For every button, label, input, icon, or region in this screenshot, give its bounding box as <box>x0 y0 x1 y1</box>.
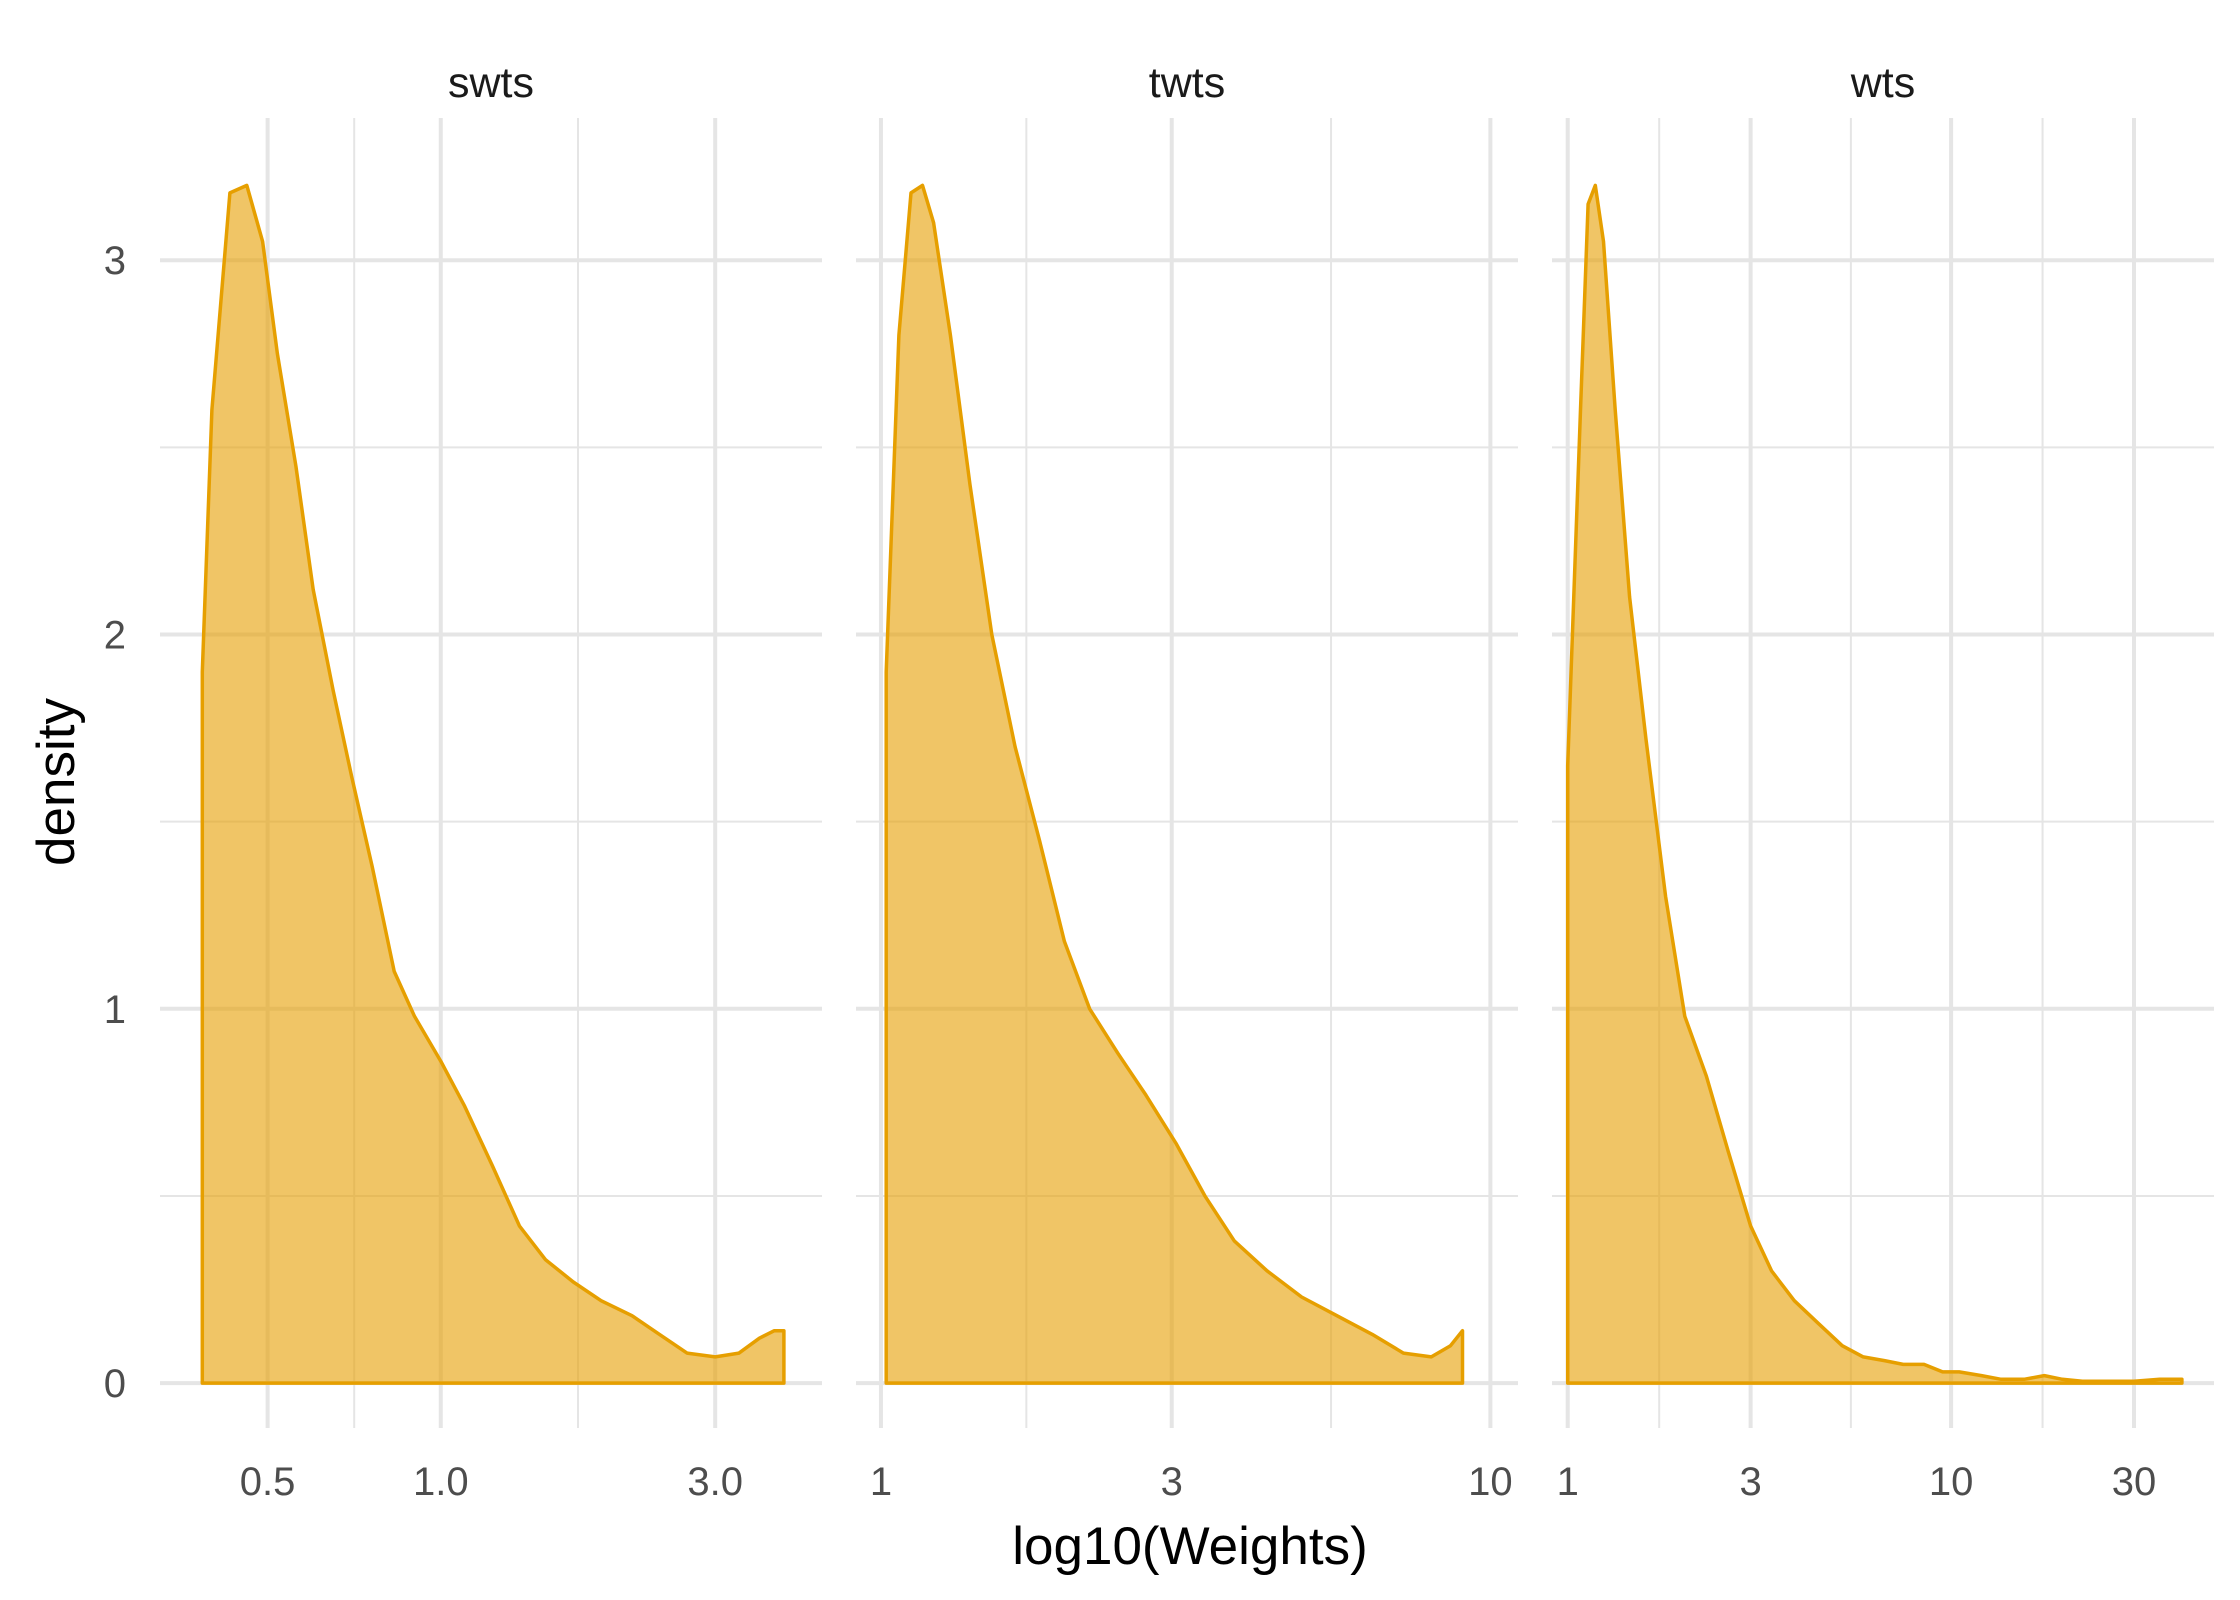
y-axis: 0 1 2 3 <box>104 239 126 1406</box>
x-tick-label: 1 <box>870 1460 892 1504</box>
x-tick-label: 1.0 <box>413 1460 469 1504</box>
y-axis-title: density <box>27 698 86 866</box>
y-tick-label: 2 <box>104 614 126 658</box>
density-area-swts <box>200 183 786 1385</box>
x-tick-label: 30 <box>2112 1460 2157 1504</box>
x-axis-title: log10(Weights) <box>1012 1517 1367 1576</box>
x-tick-label: 1 <box>1557 1460 1579 1504</box>
facet-panels: 0.5 1.0 3.0 swts 1 3 10 twts 1 3 10 30 wts <box>160 59 2214 1504</box>
x-tick-label: 3 <box>1161 1460 1183 1504</box>
x-tick-label: 3 <box>1740 1460 1762 1504</box>
x-tick-label: 0.5 <box>240 1460 296 1504</box>
facet-panel-wts: 1 3 10 30 wts <box>1552 59 2214 1504</box>
facet-panel-twts: 1 3 10 twts <box>856 59 1518 1504</box>
y-tick-label: 3 <box>104 239 126 283</box>
facet-strip-label: swts <box>448 59 534 107</box>
x-tick-label: 10 <box>1929 1460 1974 1504</box>
y-tick-label: 1 <box>104 988 126 1032</box>
facet-strip-label: wts <box>1850 59 1916 107</box>
facet-panel-swts: 0.5 1.0 3.0 swts <box>160 59 822 1504</box>
x-tick-label: 10 <box>1468 1460 1513 1504</box>
facet-strip-label: twts <box>1149 59 1225 107</box>
x-tick-label: 3.0 <box>687 1460 743 1504</box>
y-tick-label: 0 <box>104 1362 126 1406</box>
density-area-wts <box>1565 183 2184 1385</box>
density-area-twts <box>884 183 1465 1385</box>
